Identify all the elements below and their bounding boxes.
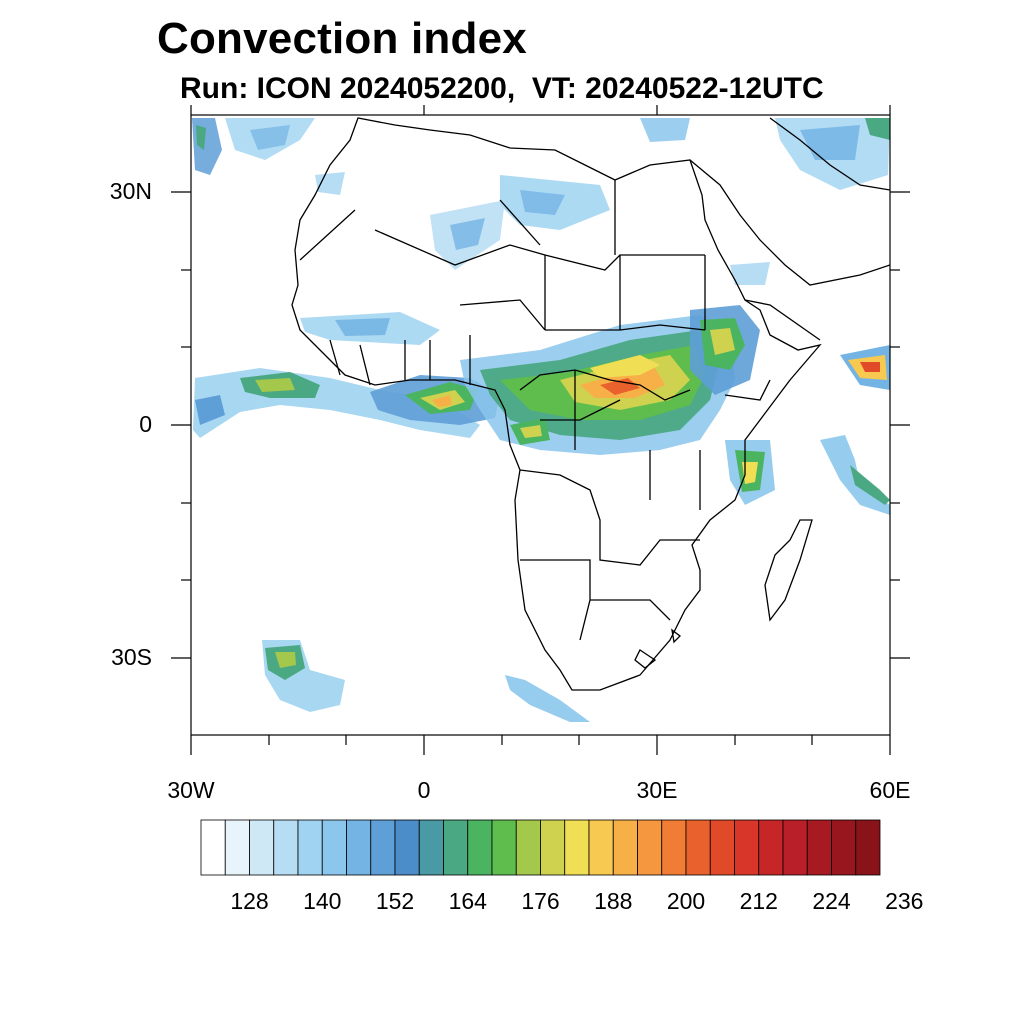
- colorbar-swatch: [200, 819, 226, 876]
- colorbar-swatch: [467, 819, 493, 876]
- colorbar-swatch: [321, 819, 347, 876]
- colorbar-swatch: [273, 819, 299, 876]
- lat-label-0: 0: [139, 411, 152, 437]
- colorbar-tick-label: 164: [448, 888, 487, 914]
- lon-label-30w: 30W: [167, 777, 215, 803]
- colorbar-swatch: [734, 819, 760, 876]
- colorbar-swatch: [540, 819, 566, 876]
- colorbar-swatch: [564, 819, 590, 876]
- colorbar-swatch: [515, 819, 541, 876]
- colorbar-swatch: [346, 819, 372, 876]
- colorbar-swatch: [612, 819, 638, 876]
- colorbar-tick-label: 200: [666, 888, 706, 914]
- colorbar-tick-label: 224: [812, 888, 851, 914]
- colorbar-swatch: [224, 819, 250, 876]
- colorbar-tick-label: 236: [885, 888, 924, 914]
- colorbar-tick-label: 212: [739, 888, 778, 914]
- colorbar-swatch: [297, 819, 323, 876]
- chart-title: Convection index: [157, 14, 527, 63]
- map-boundaries: [291, 117, 890, 691]
- colorbar-swatch: [855, 819, 881, 876]
- colorbar-swatch: [418, 819, 444, 876]
- colorbar-swatch: [491, 819, 517, 876]
- lat-label-30s: 30S: [111, 644, 152, 670]
- colorbar-swatch: [806, 819, 832, 876]
- colorbar-tick-label: 140: [303, 888, 342, 914]
- chart-subtitle: Run: ICON 2024052200, VT: 20240522-12UTC: [180, 72, 824, 105]
- colorbar-swatch: [685, 819, 711, 876]
- colorbar-swatch: [709, 819, 735, 876]
- map-frame: [171, 105, 910, 755]
- colorbar-swatch: [758, 819, 784, 876]
- colorbar-tick-label: 152: [375, 888, 415, 914]
- colorbar: [200, 819, 881, 876]
- colorbar-swatch: [831, 819, 857, 876]
- colorbar-swatch: [443, 819, 469, 876]
- lon-label-30e: 30E: [636, 777, 678, 803]
- convection-field: [192, 118, 890, 722]
- colorbar-tick-label: 176: [521, 888, 560, 914]
- lon-label-0: 0: [417, 777, 431, 803]
- colorbar-swatch: [661, 819, 687, 876]
- colorbar-swatch: [249, 819, 275, 876]
- colorbar-swatch: [394, 819, 420, 876]
- lat-label-30n: 30N: [109, 178, 152, 204]
- colorbar-swatch: [588, 819, 614, 876]
- colorbar-swatch: [782, 819, 808, 876]
- colorbar-swatch: [370, 819, 396, 876]
- colorbar-tick-label: 128: [230, 888, 269, 914]
- lon-label-60e: 60E: [869, 777, 911, 803]
- colorbar-tick-label: 188: [594, 888, 633, 914]
- colorbar-swatch: [637, 819, 663, 876]
